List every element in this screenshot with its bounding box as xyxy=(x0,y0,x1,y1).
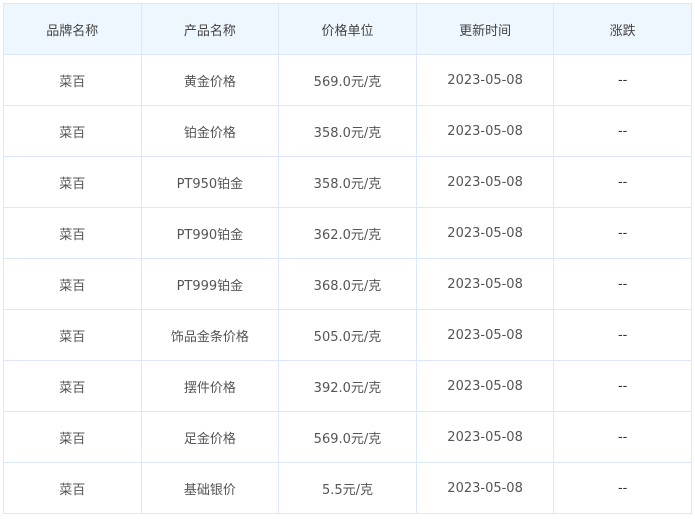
table-row: 菜百 黄金价格 569.0元/克 2023-05-08 -- xyxy=(3,54,692,106)
product-cell: PT950铂金 xyxy=(140,156,280,208)
brand-cell: 菜百 xyxy=(3,105,142,157)
price-cell: 358.0元/克 xyxy=(278,156,417,208)
date-cell: 2023-05-08 xyxy=(415,360,555,412)
price-cell: 569.0元/克 xyxy=(278,54,417,106)
table-row: 菜百 基础银价 5.5元/克 2023-05-08 -- xyxy=(3,462,692,514)
header-price: 价格单位 xyxy=(278,3,417,55)
price-cell: 505.0元/克 xyxy=(278,309,417,361)
price-cell: 5.5元/克 xyxy=(278,462,417,514)
change-cell: -- xyxy=(553,207,692,259)
date-cell: 2023-05-08 xyxy=(415,207,555,259)
change-cell: -- xyxy=(553,258,692,310)
gold-price-table: 品牌名称 产品名称 价格单位 更新时间 涨跌 菜百 黄金价格 569.0元/克 202… xyxy=(3,3,692,514)
table-row: 菜百 PT950铂金 358.0元/克 2023-05-08 -- xyxy=(3,156,692,208)
brand-cell: 菜百 xyxy=(3,54,142,106)
date-cell: 2023-05-08 xyxy=(415,309,555,361)
price-cell: 358.0元/克 xyxy=(278,105,417,157)
product-cell: 基础银价 xyxy=(140,462,280,514)
change-cell: -- xyxy=(553,156,692,208)
product-cell: 足金价格 xyxy=(140,411,280,463)
date-cell: 2023-05-08 xyxy=(415,105,555,157)
brand-cell: 菜百 xyxy=(3,156,142,208)
change-cell: -- xyxy=(553,360,692,412)
table-row: 菜百 摆件价格 392.0元/克 2023-05-08 -- xyxy=(3,360,692,412)
table-header-row: 品牌名称 产品名称 价格单位 更新时间 涨跌 xyxy=(3,3,692,55)
table-row: 菜百 PT990铂金 362.0元/克 2023-05-08 -- xyxy=(3,207,692,259)
change-cell: -- xyxy=(553,105,692,157)
brand-cell: 菜百 xyxy=(3,258,142,310)
header-product: 产品名称 xyxy=(140,3,280,55)
table-row: 菜百 PT999铂金 368.0元/克 2023-05-08 -- xyxy=(3,258,692,310)
product-cell: PT990铂金 xyxy=(140,207,280,259)
date-cell: 2023-05-08 xyxy=(415,156,555,208)
date-cell: 2023-05-08 xyxy=(415,258,555,310)
change-cell: -- xyxy=(553,54,692,106)
price-cell: 362.0元/克 xyxy=(278,207,417,259)
brand-cell: 菜百 xyxy=(3,207,142,259)
brand-cell: 菜百 xyxy=(3,309,142,361)
date-cell: 2023-05-08 xyxy=(415,411,555,463)
brand-cell: 菜百 xyxy=(3,360,142,412)
product-cell: 黄金价格 xyxy=(140,54,280,106)
product-cell: 摆件价格 xyxy=(140,360,280,412)
price-cell: 368.0元/克 xyxy=(278,258,417,310)
product-cell: 饰品金条价格 xyxy=(140,309,280,361)
date-cell: 2023-05-08 xyxy=(415,462,555,514)
change-cell: -- xyxy=(553,462,692,514)
table-row: 菜百 饰品金条价格 505.0元/克 2023-05-08 -- xyxy=(3,309,692,361)
brand-cell: 菜百 xyxy=(3,411,142,463)
change-cell: -- xyxy=(553,309,692,361)
date-cell: 2023-05-08 xyxy=(415,54,555,106)
header-change: 涨跌 xyxy=(553,3,692,55)
table-row: 菜百 足金价格 569.0元/克 2023-05-08 -- xyxy=(3,411,692,463)
table-row: 菜百 铂金价格 358.0元/克 2023-05-08 -- xyxy=(3,105,692,157)
brand-cell: 菜百 xyxy=(3,462,142,514)
product-cell: 铂金价格 xyxy=(140,105,280,157)
header-brand: 品牌名称 xyxy=(3,3,142,55)
change-cell: -- xyxy=(553,411,692,463)
price-cell: 392.0元/克 xyxy=(278,360,417,412)
price-cell: 569.0元/克 xyxy=(278,411,417,463)
product-cell: PT999铂金 xyxy=(140,258,280,310)
header-updated: 更新时间 xyxy=(415,3,555,55)
